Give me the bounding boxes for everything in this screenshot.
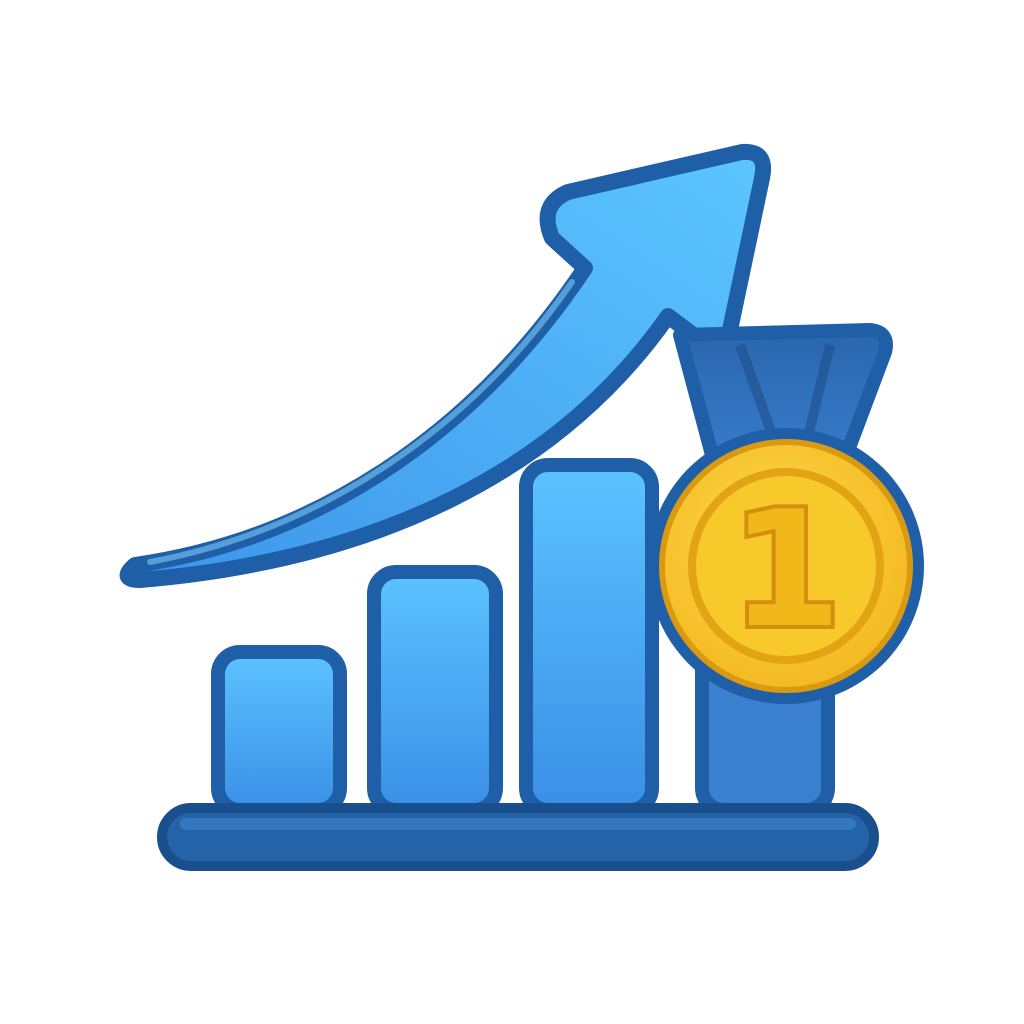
first-place-medal-icon: 1 [648, 428, 924, 704]
medal-rank-number: 1 [730, 476, 841, 663]
bar-1 [211, 645, 347, 817]
chart-baseline [157, 803, 879, 871]
bar-2 [367, 565, 503, 817]
bar-3 [519, 458, 659, 817]
